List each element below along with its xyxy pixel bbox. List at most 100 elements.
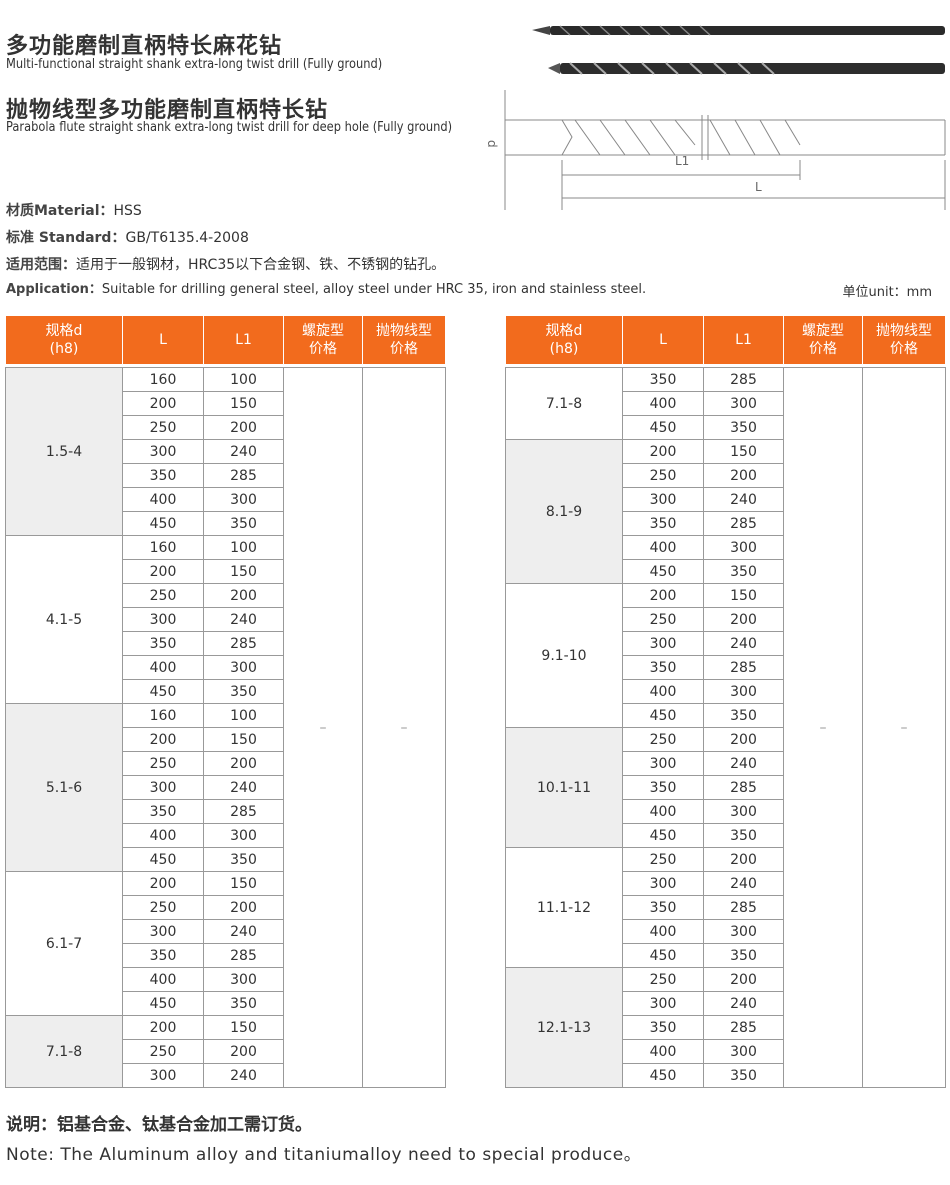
spec-line: 标准 Standard：GB/T6135.4-2008 (6, 227, 249, 247)
header-row: 规格d (h8) L L1 螺旋型 价格 抛物线型 价格 (505, 315, 946, 365)
l1-cell: 350 (703, 559, 784, 584)
data-row: 450 350 (506, 415, 946, 440)
spec-label: 材质Material： (6, 203, 114, 219)
l1-cell: 350 (703, 415, 784, 440)
l-cell: 200 (122, 871, 204, 896)
data-row: 300 240 (6, 919, 446, 944)
unit: 单位unit：mm (842, 285, 932, 300)
l1-cell: 350 (203, 847, 284, 872)
l-cell: 300 (622, 631, 704, 656)
l-cell: 300 (622, 871, 704, 896)
data-row: 300 240 (6, 439, 446, 464)
l-cell: 350 (622, 655, 704, 680)
spec-value: 适用于一般钢材，HRC35以下合金钢、铁、不锈钢的钻孔。 (76, 257, 446, 273)
data-row: 250 200 (506, 463, 946, 488)
spec-table: 规格d (h8) L L1 螺旋型 价格 抛物线型 价格 7.1-8 350 285– –400… (505, 315, 946, 1088)
l-cell: 450 (622, 823, 704, 848)
header-cell: 抛物线型 价格 (362, 315, 446, 365)
l1-cell: 240 (203, 919, 284, 944)
l-cell: 250 (622, 967, 704, 992)
data-row: 11.1-12 250 200 (505, 847, 946, 968)
l-cell: 350 (122, 799, 204, 824)
l-cell: 300 (122, 1063, 204, 1088)
data-row: 250 200 (6, 415, 446, 440)
l-cell: 400 (622, 919, 704, 944)
l1-cell: 300 (703, 679, 784, 704)
l1-cell: 200 (703, 967, 784, 992)
data-row: 400 300 (506, 1039, 946, 1064)
l1-cell: 150 (203, 1015, 284, 1040)
l1-cell: 100 (203, 703, 284, 728)
data-row: 7.1-8 350 285– – (505, 367, 946, 1088)
data-row: 350 285 (6, 799, 446, 824)
l-cell: 200 (622, 439, 704, 464)
l1-cell: 150 (203, 559, 284, 584)
data-row: 400 300 (506, 535, 946, 560)
l1-cell: 350 (203, 511, 284, 536)
data-row: 400 300 (6, 655, 446, 680)
l1-cell: 350 (203, 991, 284, 1016)
data-row: 300 240 (6, 775, 446, 800)
l-cell: 350 (622, 367, 704, 392)
data-row: 450 350 (506, 943, 946, 968)
l1-cell: 240 (203, 1063, 284, 1088)
l-cell: 400 (622, 391, 704, 416)
l1-cell: 200 (203, 583, 284, 608)
l1-cell: 200 (203, 415, 284, 440)
l1-cell: 240 (203, 439, 284, 464)
l1-cell: 200 (203, 751, 284, 776)
size-cell: 10.1-11 (505, 727, 623, 848)
l1-cell: 150 (703, 583, 784, 608)
l1-cell: 285 (703, 511, 784, 536)
l1-cell: 350 (703, 823, 784, 848)
spec-value: GB/T6135.4-2008 (125, 230, 249, 246)
l-cell: 400 (622, 679, 704, 704)
l-cell: 450 (622, 703, 704, 728)
l1-cell: 350 (703, 1063, 784, 1088)
l-cell: 250 (122, 751, 204, 776)
l-cell: 350 (122, 943, 204, 968)
data-row: 12.1-13 250 200 (505, 967, 946, 1088)
title-en: Parabola flute straight shank extra-long… (6, 120, 453, 135)
data-row: 300 240 (6, 1063, 446, 1088)
spec-table: 规格d (h8) L L1 螺旋型 价格 抛物线型 价格 1.5-4 160 100– –200… (5, 315, 446, 1088)
spec-label: 适用范围： (6, 257, 76, 273)
l-cell: 300 (622, 991, 704, 1016)
header-cell: L (122, 315, 204, 365)
size-cell: 9.1-10 (505, 583, 623, 728)
l1-cell: 350 (203, 679, 284, 704)
title-cn: 抛物线型多功能磨制直柄特长钻 (6, 98, 329, 123)
l1-cell: 350 (703, 943, 784, 968)
spec-value: Suitable for drilling general steel, all… (101, 282, 647, 297)
data-row: 350 285 (506, 655, 946, 680)
title-cn: 多功能磨制直柄特长麻花钻 (6, 34, 283, 59)
l-cell: 250 (622, 463, 704, 488)
data-row: 450 350 (506, 1063, 946, 1088)
drill-illustration: d L1 L (485, 25, 946, 210)
l1-cell: 300 (703, 799, 784, 824)
dim-l: L (755, 180, 762, 194)
data-row: 5.1-6 160 100 (5, 703, 446, 872)
l-cell: 400 (122, 967, 204, 992)
l-cell: 350 (622, 895, 704, 920)
header-cell: 螺旋型 价格 (783, 315, 863, 365)
l1-cell: 200 (703, 727, 784, 752)
data-row: 250 200 (6, 895, 446, 920)
l1-cell: 300 (203, 655, 284, 680)
l-cell: 250 (122, 415, 204, 440)
data-row: 200 150 (6, 559, 446, 584)
l-cell: 350 (622, 775, 704, 800)
header-cell: 螺旋型 价格 (283, 315, 363, 365)
l1-cell: 285 (203, 631, 284, 656)
data-row: 300 240 (6, 607, 446, 632)
header-cell: L1 (703, 315, 784, 365)
size-cell: 5.1-6 (5, 703, 123, 872)
spec-line: 材质Material：HSS (6, 200, 142, 220)
data-row: 6.1-7 200 150 (5, 871, 446, 1016)
data-row: 10.1-11 250 200 (505, 727, 946, 848)
spec-line: 适用范围：适用于一般钢材，HRC35以下合金钢、铁、不锈钢的钻孔。 (6, 254, 445, 274)
price-cell: – (783, 367, 863, 1088)
data-row: 450 350 (506, 703, 946, 728)
data-row: 4.1-5 160 100 (5, 535, 446, 704)
